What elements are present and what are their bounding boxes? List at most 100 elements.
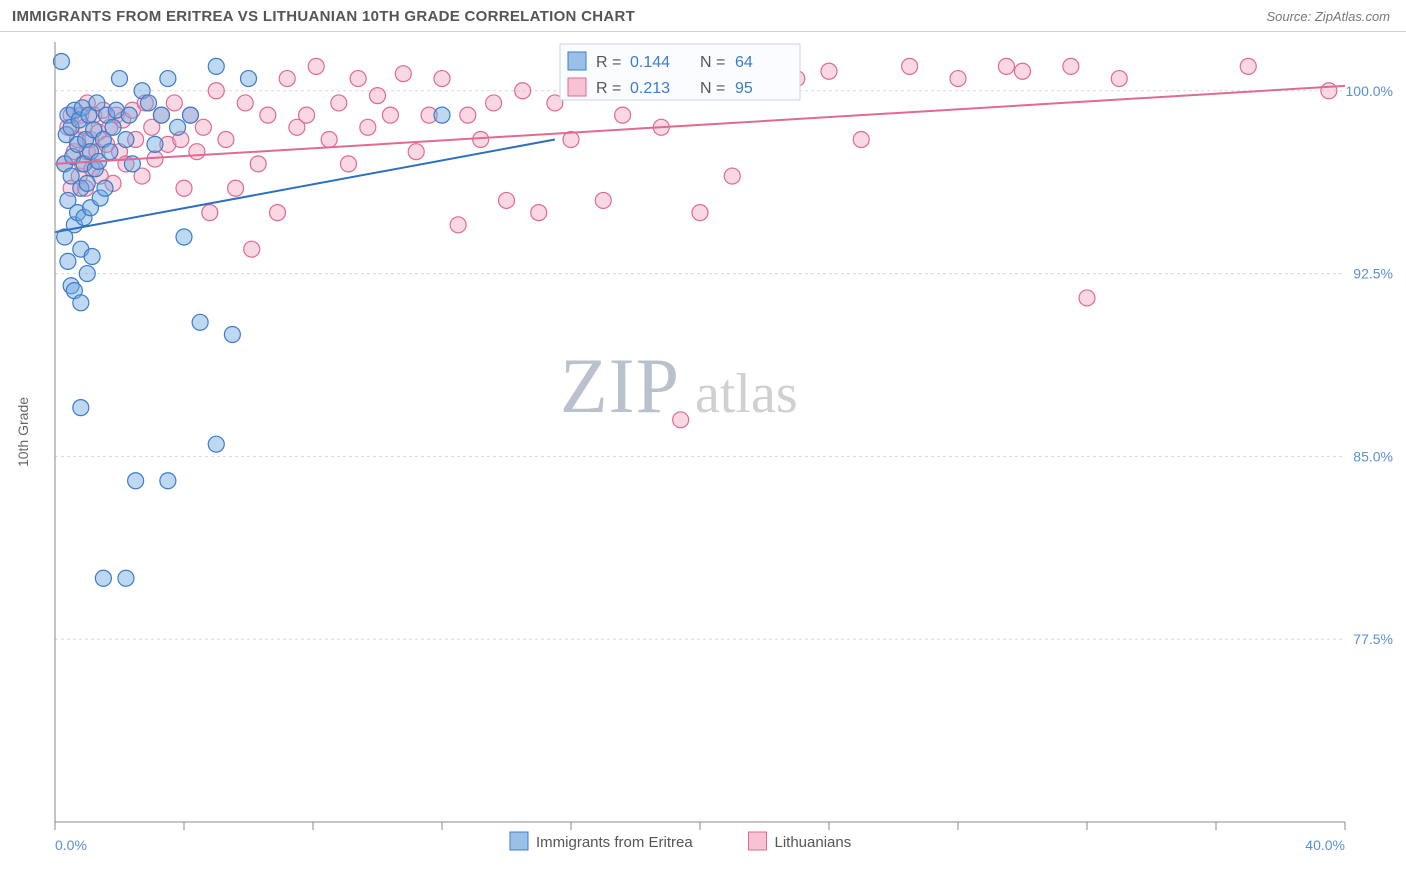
scatter-point [360,119,376,135]
scatter-point [486,95,502,111]
scatter-point [79,175,95,191]
scatter-point [118,570,134,586]
scatter-point [279,71,295,87]
scatter-point [73,295,89,311]
scatter-point [202,205,218,221]
scatter-point [176,180,192,196]
legend-swatch [749,832,767,850]
scatter-point [224,327,240,343]
x-tick-label: 0.0% [55,837,87,853]
stats-n-label: N = [700,54,725,71]
scatter-point [450,217,466,233]
watermark-atlas: atlas [695,363,798,425]
scatter-point [382,107,398,123]
scatter-point [102,144,118,160]
scatter-point [308,58,324,74]
scatter-point [97,180,113,196]
stats-swatch [568,78,586,96]
y-axis-label: 10th Grade [15,397,31,467]
chart-header: IMMIGRANTS FROM ERITREA VS LITHUANIAN 10… [0,0,1406,32]
scatter-point [299,107,315,123]
scatter-point [176,229,192,245]
y-tick-label: 100.0% [1346,83,1393,99]
legend-label: Lithuanians [775,834,852,851]
scatter-point [53,54,69,70]
scatter-point [473,132,489,148]
scatter-point [853,132,869,148]
scatter-point [340,156,356,172]
scatter-point [950,71,966,87]
scatter-point [1111,71,1127,87]
scatter-point [499,192,515,208]
scatter-point [1321,83,1337,99]
trendline [55,140,555,233]
scatter-point [350,71,366,87]
scatter-point [692,205,708,221]
stats-n-value: 64 [735,54,753,71]
scatter-point [460,107,476,123]
scatter-point [79,266,95,282]
scatter-point [192,314,208,330]
y-tick-label: 77.5% [1353,631,1393,647]
scatter-point [434,71,450,87]
scatter-point [195,119,211,135]
stats-r-label: R = [596,54,621,71]
scatter-point [1015,63,1031,79]
scatter-point [370,88,386,104]
scatter-point [408,144,424,160]
scatter-point [673,412,689,428]
scatter-point [228,180,244,196]
scatter-point [270,205,286,221]
scatter-point [218,132,234,148]
scatter-point [121,107,137,123]
scatter-point [531,205,547,221]
scatter-point [395,66,411,82]
scatter-point [821,63,837,79]
stats-n-value: 95 [735,80,753,97]
legend-label: Immigrants from Eritrea [536,834,693,851]
scatter-point [166,95,182,111]
scatter-point [147,136,163,152]
scatter-point [250,156,266,172]
scatter-point [208,436,224,452]
scatter-point [84,249,100,265]
y-tick-label: 85.0% [1353,448,1393,464]
scatter-point [241,71,257,87]
stats-r-value: 0.213 [630,80,670,97]
scatter-point [208,58,224,74]
scatter-point [1240,58,1256,74]
scatter-point [60,253,76,269]
scatter-point [321,132,337,148]
scatter-point [998,58,1014,74]
scatter-point [160,473,176,489]
chart-title: IMMIGRANTS FROM ERITREA VS LITHUANIAN 10… [12,8,635,25]
scatter-point [189,144,205,160]
chart-source: Source: ZipAtlas.com [1266,9,1390,24]
scatter-point [112,71,128,87]
scatter-point [105,119,121,135]
scatter-point [141,95,157,111]
scatter-point [434,107,450,123]
scatter-point [260,107,276,123]
y-tick-label: 92.5% [1353,266,1393,282]
scatter-point [208,83,224,99]
scatter-point [153,107,169,123]
x-tick-label: 40.0% [1305,837,1345,853]
scatter-point [118,132,134,148]
scatter-chart-svg: 77.5% 85.0% 92.5% 100.0% ZIPatlas R = 0.144 N =… [0,32,1406,890]
scatter-point [170,119,186,135]
scatter-point [244,241,260,257]
stats-n-label: N = [700,80,725,97]
scatter-point [160,71,176,87]
scatter-point [95,570,111,586]
scatter-point [724,168,740,184]
chart-area: 77.5% 85.0% 92.5% 100.0% ZIPatlas R = 0.144 N =… [0,32,1406,890]
scatter-point [128,473,144,489]
stats-swatch [568,52,586,70]
scatter-point [1079,290,1095,306]
stats-r-value: 0.144 [630,54,670,71]
legend-swatch [510,832,528,850]
scatter-point [331,95,347,111]
watermark-zip: ZIP [560,342,680,429]
scatter-point [595,192,611,208]
